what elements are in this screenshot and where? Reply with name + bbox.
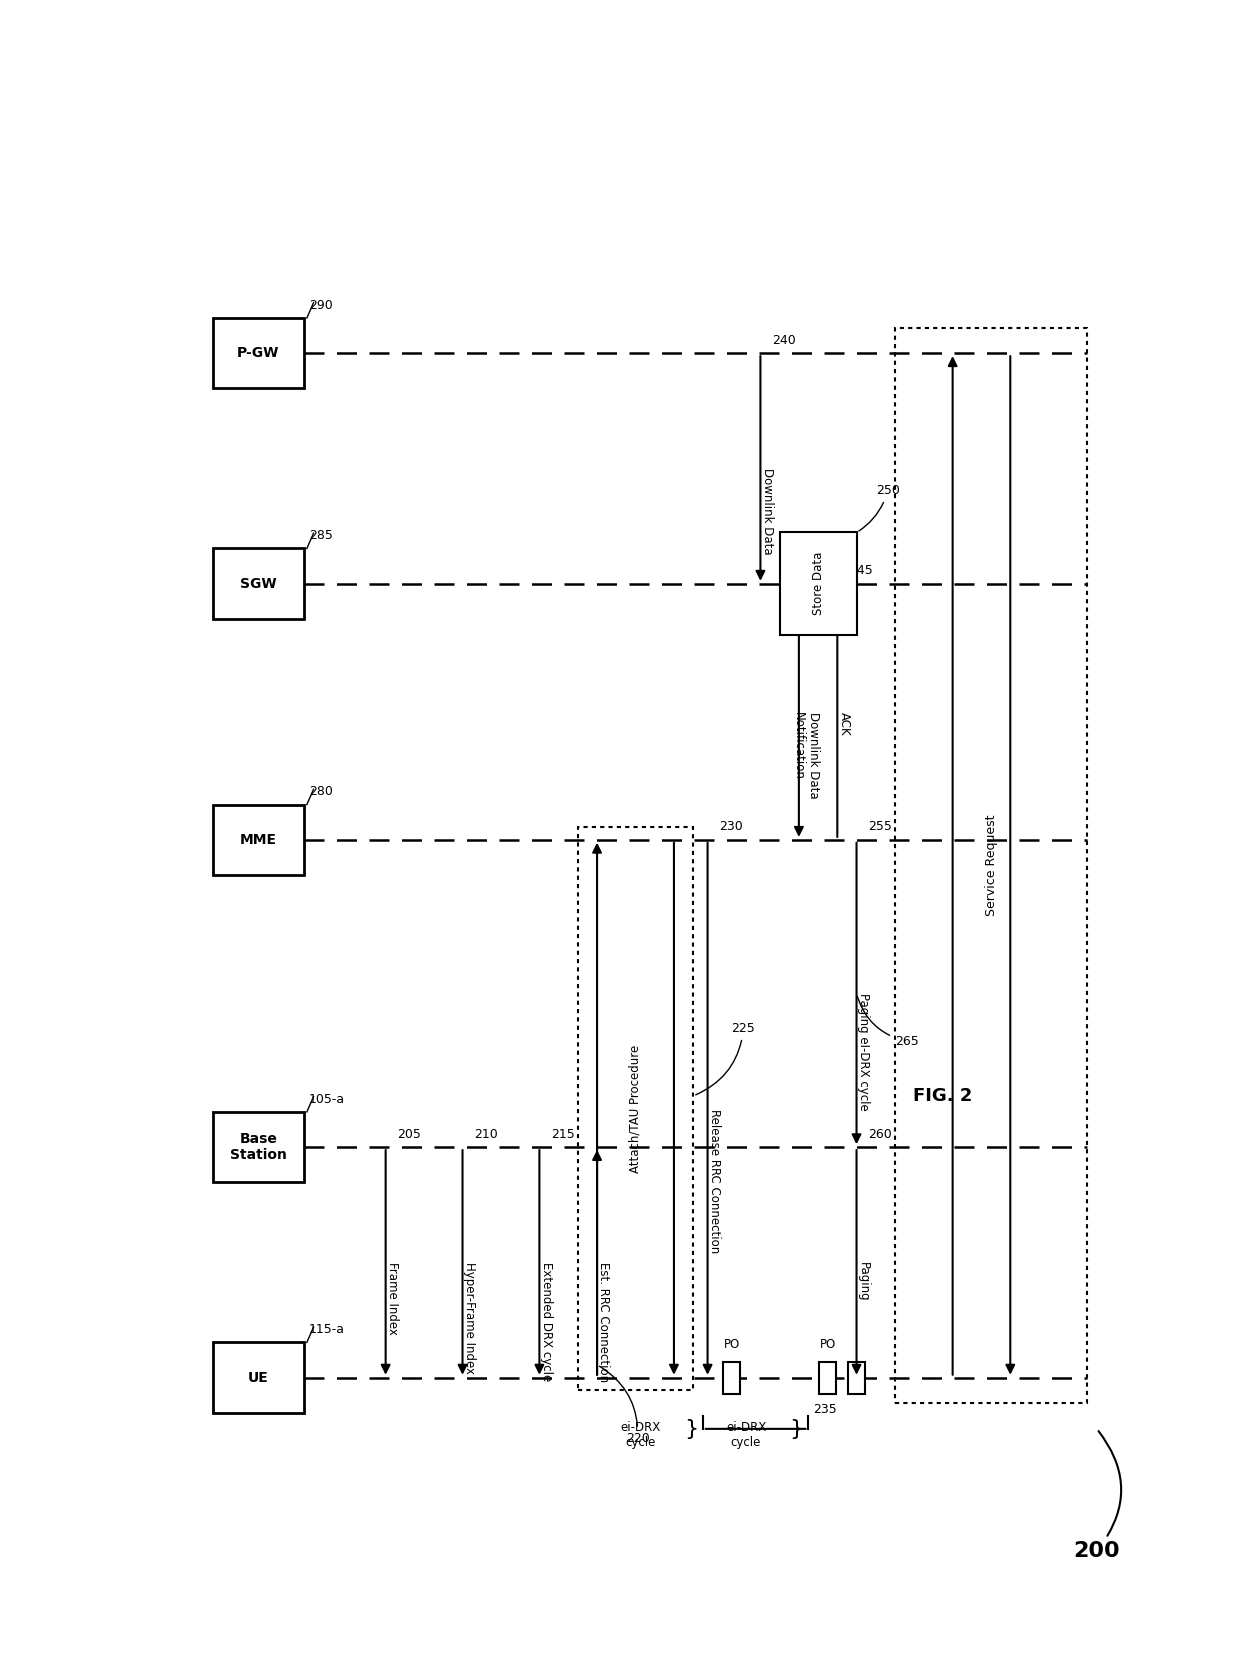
FancyBboxPatch shape <box>213 805 304 875</box>
Text: 225: 225 <box>696 1021 755 1094</box>
Text: ei-DRX
cycle: ei-DRX cycle <box>620 1422 661 1448</box>
Text: SGW: SGW <box>241 577 277 590</box>
Text: ACK: ACK <box>837 712 851 735</box>
Text: 235: 235 <box>813 1404 837 1417</box>
Text: Release RRC Connection: Release RRC Connection <box>708 1109 720 1252</box>
Text: 230: 230 <box>719 820 743 833</box>
Text: Downlink Data
Notification: Downlink Data Notification <box>791 712 820 798</box>
Text: 285: 285 <box>309 529 332 542</box>
Text: UE: UE <box>248 1370 269 1385</box>
Text: Downlink Data: Downlink Data <box>760 469 774 555</box>
Bar <box>820 1362 836 1394</box>
Text: 245: 245 <box>849 564 873 577</box>
Text: 260: 260 <box>868 1128 892 1141</box>
Text: FIG. 2: FIG. 2 <box>914 1088 972 1104</box>
Text: 105-a: 105-a <box>309 1093 345 1106</box>
Text: PO: PO <box>723 1339 740 1352</box>
FancyBboxPatch shape <box>213 318 304 389</box>
Text: P-GW: P-GW <box>237 346 279 361</box>
Text: 115-a: 115-a <box>309 1324 345 1335</box>
Text: 220: 220 <box>599 1367 650 1445</box>
Text: Paging: Paging <box>857 1262 869 1302</box>
Text: MME: MME <box>239 833 277 846</box>
Text: 290: 290 <box>309 299 332 311</box>
Text: Service Request: Service Request <box>985 815 997 916</box>
FancyBboxPatch shape <box>578 827 693 1390</box>
Text: 242: 242 <box>811 564 835 577</box>
FancyBboxPatch shape <box>213 1113 304 1182</box>
Text: 250: 250 <box>859 484 900 530</box>
FancyBboxPatch shape <box>213 1342 304 1414</box>
Text: Attach/TAU Procedure: Attach/TAU Procedure <box>629 1044 642 1172</box>
Text: Store Data: Store Data <box>812 552 825 615</box>
Text: Base
Station: Base Station <box>229 1133 286 1162</box>
Text: 210: 210 <box>474 1128 497 1141</box>
Text: Hyper-Frame Index: Hyper-Frame Index <box>463 1262 476 1374</box>
FancyBboxPatch shape <box>213 549 304 619</box>
Bar <box>848 1362 866 1394</box>
Text: Frame Index: Frame Index <box>386 1262 399 1335</box>
Text: 240: 240 <box>773 334 796 348</box>
Text: 280: 280 <box>309 785 332 798</box>
Text: 215: 215 <box>551 1128 574 1141</box>
Text: Extended DRX cycle: Extended DRX cycle <box>539 1262 553 1382</box>
Text: 255: 255 <box>868 820 892 833</box>
Text: }: } <box>683 1419 698 1438</box>
Text: 265: 265 <box>857 996 919 1048</box>
Text: Est. RRC Connection: Est. RRC Connection <box>598 1262 610 1382</box>
Bar <box>723 1362 740 1394</box>
Text: }: } <box>790 1419 804 1438</box>
FancyBboxPatch shape <box>895 328 1087 1404</box>
Text: ei-DRX
cycle: ei-DRX cycle <box>725 1422 766 1448</box>
Text: 200: 200 <box>1074 1432 1121 1562</box>
Text: Paging eI-DRX cycle: Paging eI-DRX cycle <box>857 993 869 1111</box>
Text: 205: 205 <box>397 1128 422 1141</box>
FancyBboxPatch shape <box>780 532 857 635</box>
Text: PO: PO <box>820 1339 836 1352</box>
